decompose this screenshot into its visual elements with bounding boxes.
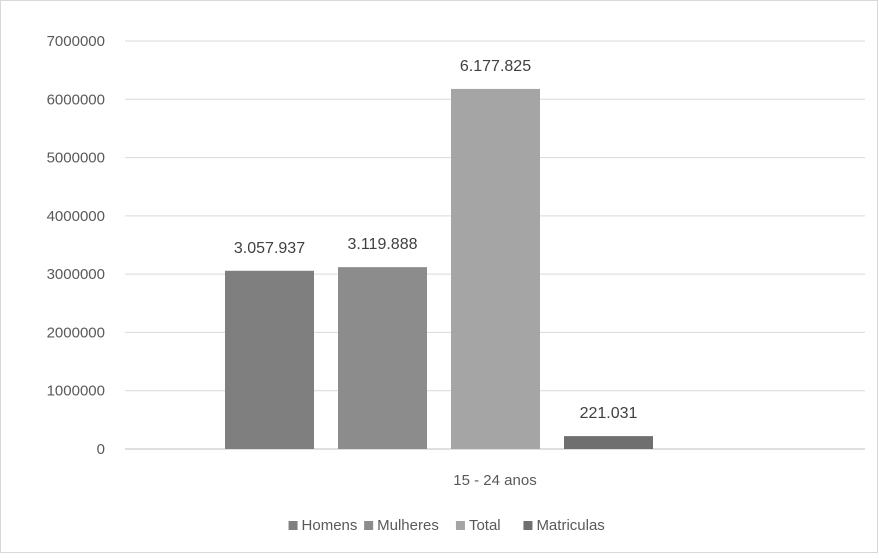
bar-matriculas xyxy=(564,436,653,449)
legend-label: Mulheres xyxy=(377,517,439,534)
legend-swatch xyxy=(523,521,533,530)
data-label-mulheres: 3.119.888 xyxy=(348,236,418,253)
legend: Homens Mulheres Total Matriculas xyxy=(288,517,605,534)
legend-label: Total xyxy=(469,517,501,534)
data-label-total: 6.177.825 xyxy=(460,58,531,75)
legend-item-matriculas: Matriculas xyxy=(523,517,605,534)
y-tick-label: 2000000 xyxy=(47,324,105,341)
y-tick-label: 7000000 xyxy=(47,33,105,50)
legend-item-mulheres: Mulheres xyxy=(364,517,439,534)
legend-label: Matriculas xyxy=(536,517,604,534)
legend-item-total: Total xyxy=(455,517,501,534)
y-tick-label: 3000000 xyxy=(47,266,105,283)
x-category-label: 15 - 24 anos xyxy=(453,472,536,489)
y-tick-label: 6000000 xyxy=(47,91,105,108)
bar-homens xyxy=(225,270,314,449)
bar-total xyxy=(451,88,540,450)
y-tick-label: 1000000 xyxy=(47,383,105,400)
y-tick-label: 0 xyxy=(97,441,105,458)
data-label-homens: 3.057.937 xyxy=(234,240,305,257)
legend-swatch xyxy=(455,521,465,530)
bar-mulheres xyxy=(338,267,427,449)
legend-swatch xyxy=(288,521,298,530)
bars xyxy=(225,88,653,450)
legend-item-homens: Homens xyxy=(288,517,358,534)
x-axis-categories: 15 - 24 anos xyxy=(453,472,536,489)
legend-label: Homens xyxy=(302,517,358,534)
y-axis-ticks: 0 1000000 2000000 3000000 4000000 5000000 6000… xyxy=(47,33,105,458)
data-label-matriculas: 221.031 xyxy=(580,405,638,422)
data-labels: 3.057.937 3.119.888 6.177.825 221.031 xyxy=(234,58,638,422)
legend-swatch xyxy=(364,521,374,530)
y-tick-label: 4000000 xyxy=(47,208,105,225)
y-tick-label: 5000000 xyxy=(47,150,105,167)
